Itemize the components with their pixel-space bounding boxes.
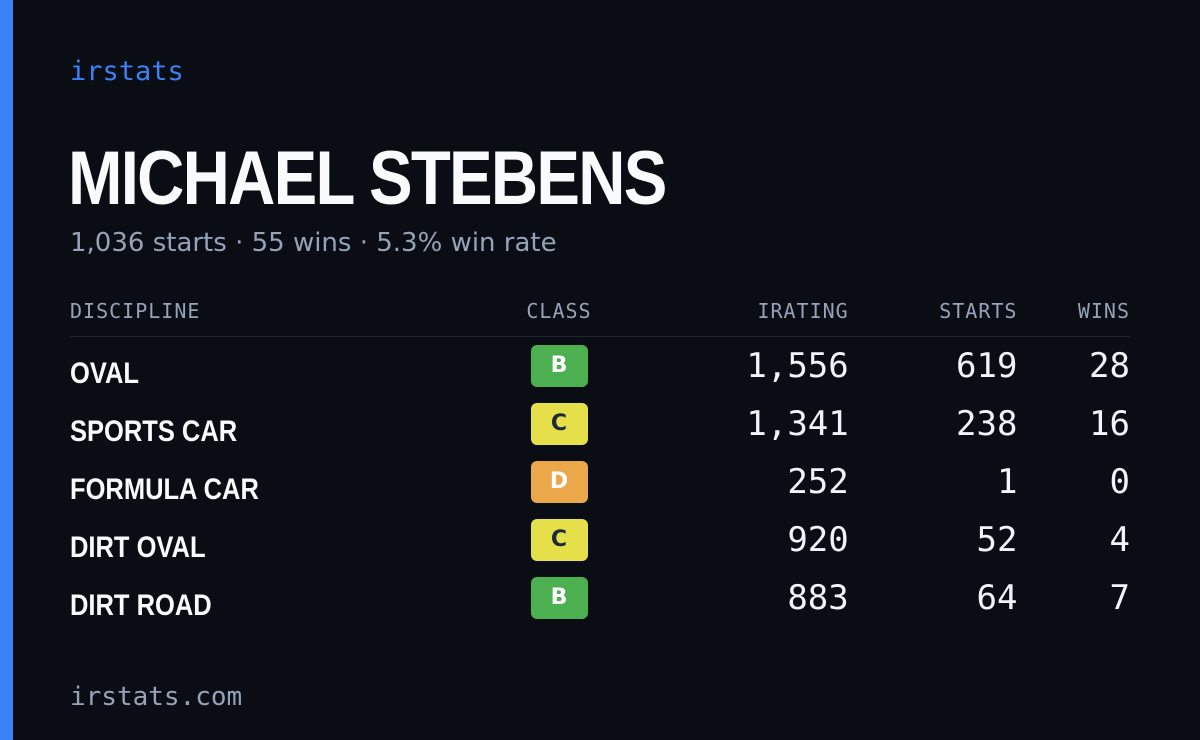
discipline: SPORTS CAR: [70, 415, 238, 448]
column-header: IRATING: [628, 296, 849, 337]
footer: irstats.com: [70, 682, 243, 712]
table-row: FORMULA CAR D 252 1 0: [70, 453, 1130, 511]
table-row: OVAL B 1,556 619 28: [70, 337, 1130, 396]
stat-value: 1: [996, 462, 1018, 502]
accent-bar: [0, 0, 13, 740]
class-cell: B: [490, 569, 628, 627]
stat-value: 16: [1089, 404, 1130, 444]
stat-value: 7: [1109, 578, 1130, 618]
table-row: SPORTS CAR C 1,341 238 16: [70, 395, 1130, 453]
discipline: FORMULA CAR: [70, 473, 259, 506]
discipline: OVAL: [70, 357, 139, 390]
class-cell: C: [490, 511, 628, 569]
stat-value: 252: [787, 462, 849, 502]
table-row: DIRT OVAL C 920 52 4: [70, 511, 1130, 569]
class-cell: D: [490, 453, 628, 511]
class-badge: C: [530, 403, 588, 445]
column-header: DISCIPLINE: [70, 296, 490, 337]
column-header: WINS: [1017, 296, 1130, 337]
stat-value: 52: [976, 520, 1018, 560]
stat-value: 619: [956, 346, 1018, 386]
class-badge: C: [530, 519, 588, 561]
stat-value: 0: [1109, 462, 1130, 502]
class-badge: B: [530, 345, 588, 387]
table-row: DIRT ROAD B 883 64 7: [70, 569, 1130, 627]
discipline: DIRT ROAD: [70, 589, 212, 622]
stat-value: 883: [787, 578, 849, 618]
stat-value: 4: [1109, 520, 1130, 560]
stat-value: 238: [956, 404, 1018, 444]
driver-name: MICHAEL STEBENS: [68, 136, 667, 221]
discipline: DIRT OVAL: [70, 531, 206, 564]
stats-table: DISCIPLINE CLASS IRATING STARTS WINS OVAL B 1,…: [70, 296, 1130, 627]
stat-value: 920: [787, 520, 849, 560]
stat-value: 64: [976, 578, 1018, 618]
class-cell: C: [490, 395, 628, 453]
stat-value: 1,556: [746, 346, 849, 386]
class-badge: D: [530, 461, 588, 503]
summary: 1,036 starts · 55 wins · 5.3% win rate: [70, 228, 557, 258]
column-header: STARTS: [848, 296, 1018, 337]
column-header: CLASS: [490, 296, 628, 337]
stat-value: 1,341: [746, 404, 849, 444]
class-cell: B: [490, 337, 628, 396]
brand: irstats: [70, 56, 184, 87]
class-badge: B: [530, 577, 588, 619]
stat-value: 28: [1089, 346, 1130, 386]
